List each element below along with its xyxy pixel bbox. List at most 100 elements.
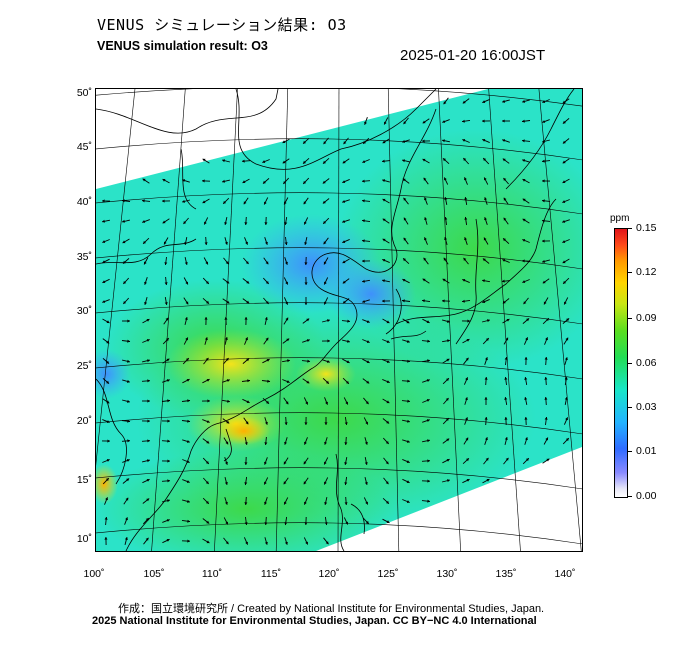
wind-arrowhead [364, 482, 368, 485]
colorbar-unit: ppm [610, 213, 630, 224]
wind-arrowhead [345, 401, 348, 405]
wind-arrowhead [204, 317, 208, 320]
wind-arrowhead [127, 439, 130, 443]
wind-arrowhead [187, 419, 190, 423]
wind-arrowhead [502, 300, 506, 304]
wind-arrowhead [562, 240, 566, 243]
wind-arrowhead [386, 380, 390, 383]
wind-arrowhead [466, 458, 469, 462]
wind-arrowhead [386, 520, 390, 523]
wind-arrowhead [442, 278, 446, 282]
wind-arrowhead [225, 521, 228, 525]
wind-arrowhead [386, 400, 390, 404]
wind-arrowhead [406, 320, 410, 324]
wind-arrowhead [427, 499, 430, 503]
wind-arrowhead [342, 280, 346, 284]
wind-arrowhead [364, 441, 368, 445]
wind-arrowhead [482, 258, 486, 262]
wind-arrowhead [266, 400, 269, 404]
wind-arrowhead [406, 460, 410, 463]
wind-arrowhead [382, 299, 385, 303]
wind-arrowhead [484, 197, 487, 201]
wind-arrowhead [245, 541, 248, 545]
wind-arrowhead [205, 481, 209, 484]
colorbar-tick [627, 451, 632, 452]
wind-arrowhead [462, 279, 466, 282]
lat-label: 20˚ [76, 415, 92, 427]
wind-arrowhead [166, 358, 170, 362]
wind-arrowhead [304, 302, 308, 305]
wind-arrowhead [503, 197, 507, 201]
wind-arrowhead [187, 539, 190, 543]
wind-arrowhead [127, 399, 130, 403]
wind-arrowhead [166, 539, 170, 542]
wind-arrowhead [483, 158, 487, 161]
wind-arrowhead [403, 217, 407, 221]
wind-arrowhead [304, 501, 307, 505]
wind-arrowhead [162, 199, 165, 203]
wind-arrowhead [284, 242, 288, 245]
wind-arrowhead [307, 359, 310, 363]
wind-arrowhead [225, 441, 229, 445]
wind-arrowhead [123, 281, 127, 284]
wind-arrowhead [423, 177, 427, 181]
wind-arrowhead [244, 482, 248, 485]
wind-arrowhead [266, 359, 270, 362]
wind-arrowhead [486, 479, 490, 482]
lat-label: 50˚ [76, 87, 92, 99]
wind-arrowhead [186, 460, 190, 463]
wind-arrowhead [562, 260, 566, 264]
wind-arrowhead [165, 317, 169, 321]
wind-arrowhead [282, 160, 286, 164]
wind-arrowhead [386, 320, 390, 324]
wind-arrowhead [344, 422, 348, 425]
wind-arrowhead [224, 222, 228, 225]
wind-arrowhead [102, 240, 106, 243]
wind-arrowhead [186, 379, 190, 382]
title-japanese: VENUS シミュレーション結果: O3 [97, 16, 347, 34]
wind-arrowhead [346, 360, 350, 363]
wind-arrowhead [264, 222, 268, 225]
wind-arrowhead [164, 262, 168, 265]
wind-arrowhead [422, 120, 426, 124]
wind-arrowhead [385, 461, 389, 465]
wind-arrowhead [522, 218, 526, 222]
wind-arrowhead [147, 359, 150, 363]
wind-arrowhead [362, 160, 366, 163]
wind-arrowhead [204, 337, 208, 341]
wind-arrowhead [427, 459, 430, 463]
wind-arrowhead [366, 340, 370, 343]
wind-arrowhead [223, 200, 227, 204]
wind-arrowhead [147, 379, 150, 383]
wind-arrowhead [127, 419, 130, 423]
wind-arrowhead [466, 479, 470, 482]
wind-arrowhead [464, 177, 467, 181]
wind-arrowhead [485, 338, 489, 341]
wind-arrowhead [285, 317, 289, 321]
wind-arrowhead [145, 537, 149, 541]
wind-arrowhead [245, 421, 249, 425]
wind-arrowhead [465, 437, 469, 441]
wind-arrowhead [564, 357, 568, 361]
wind-arrowhead [342, 300, 346, 304]
wind-arrowhead [303, 481, 307, 485]
wind-arrowhead [143, 240, 146, 244]
wind-arrowhead [424, 217, 428, 220]
wind-arrowhead [164, 282, 168, 285]
wind-arrowhead [465, 397, 468, 401]
wind-arrowhead [562, 220, 566, 223]
wind-arrowhead [484, 377, 488, 380]
wind-arrowhead [363, 140, 367, 144]
wind-arrowhead [522, 280, 526, 283]
wind-arrowhead [446, 459, 450, 462]
lon-label: 110˚ [201, 568, 223, 580]
wind-arrowhead [422, 278, 426, 282]
wind-arrowhead [362, 300, 366, 303]
wind-arrowhead [304, 262, 308, 265]
wind-arrowhead [206, 300, 209, 304]
wind-arrowhead [144, 302, 148, 305]
wind-arrowhead [325, 401, 328, 405]
wind-arrowhead [524, 397, 528, 400]
wind-arrowhead [324, 422, 328, 425]
wind-arrowhead [244, 522, 248, 525]
